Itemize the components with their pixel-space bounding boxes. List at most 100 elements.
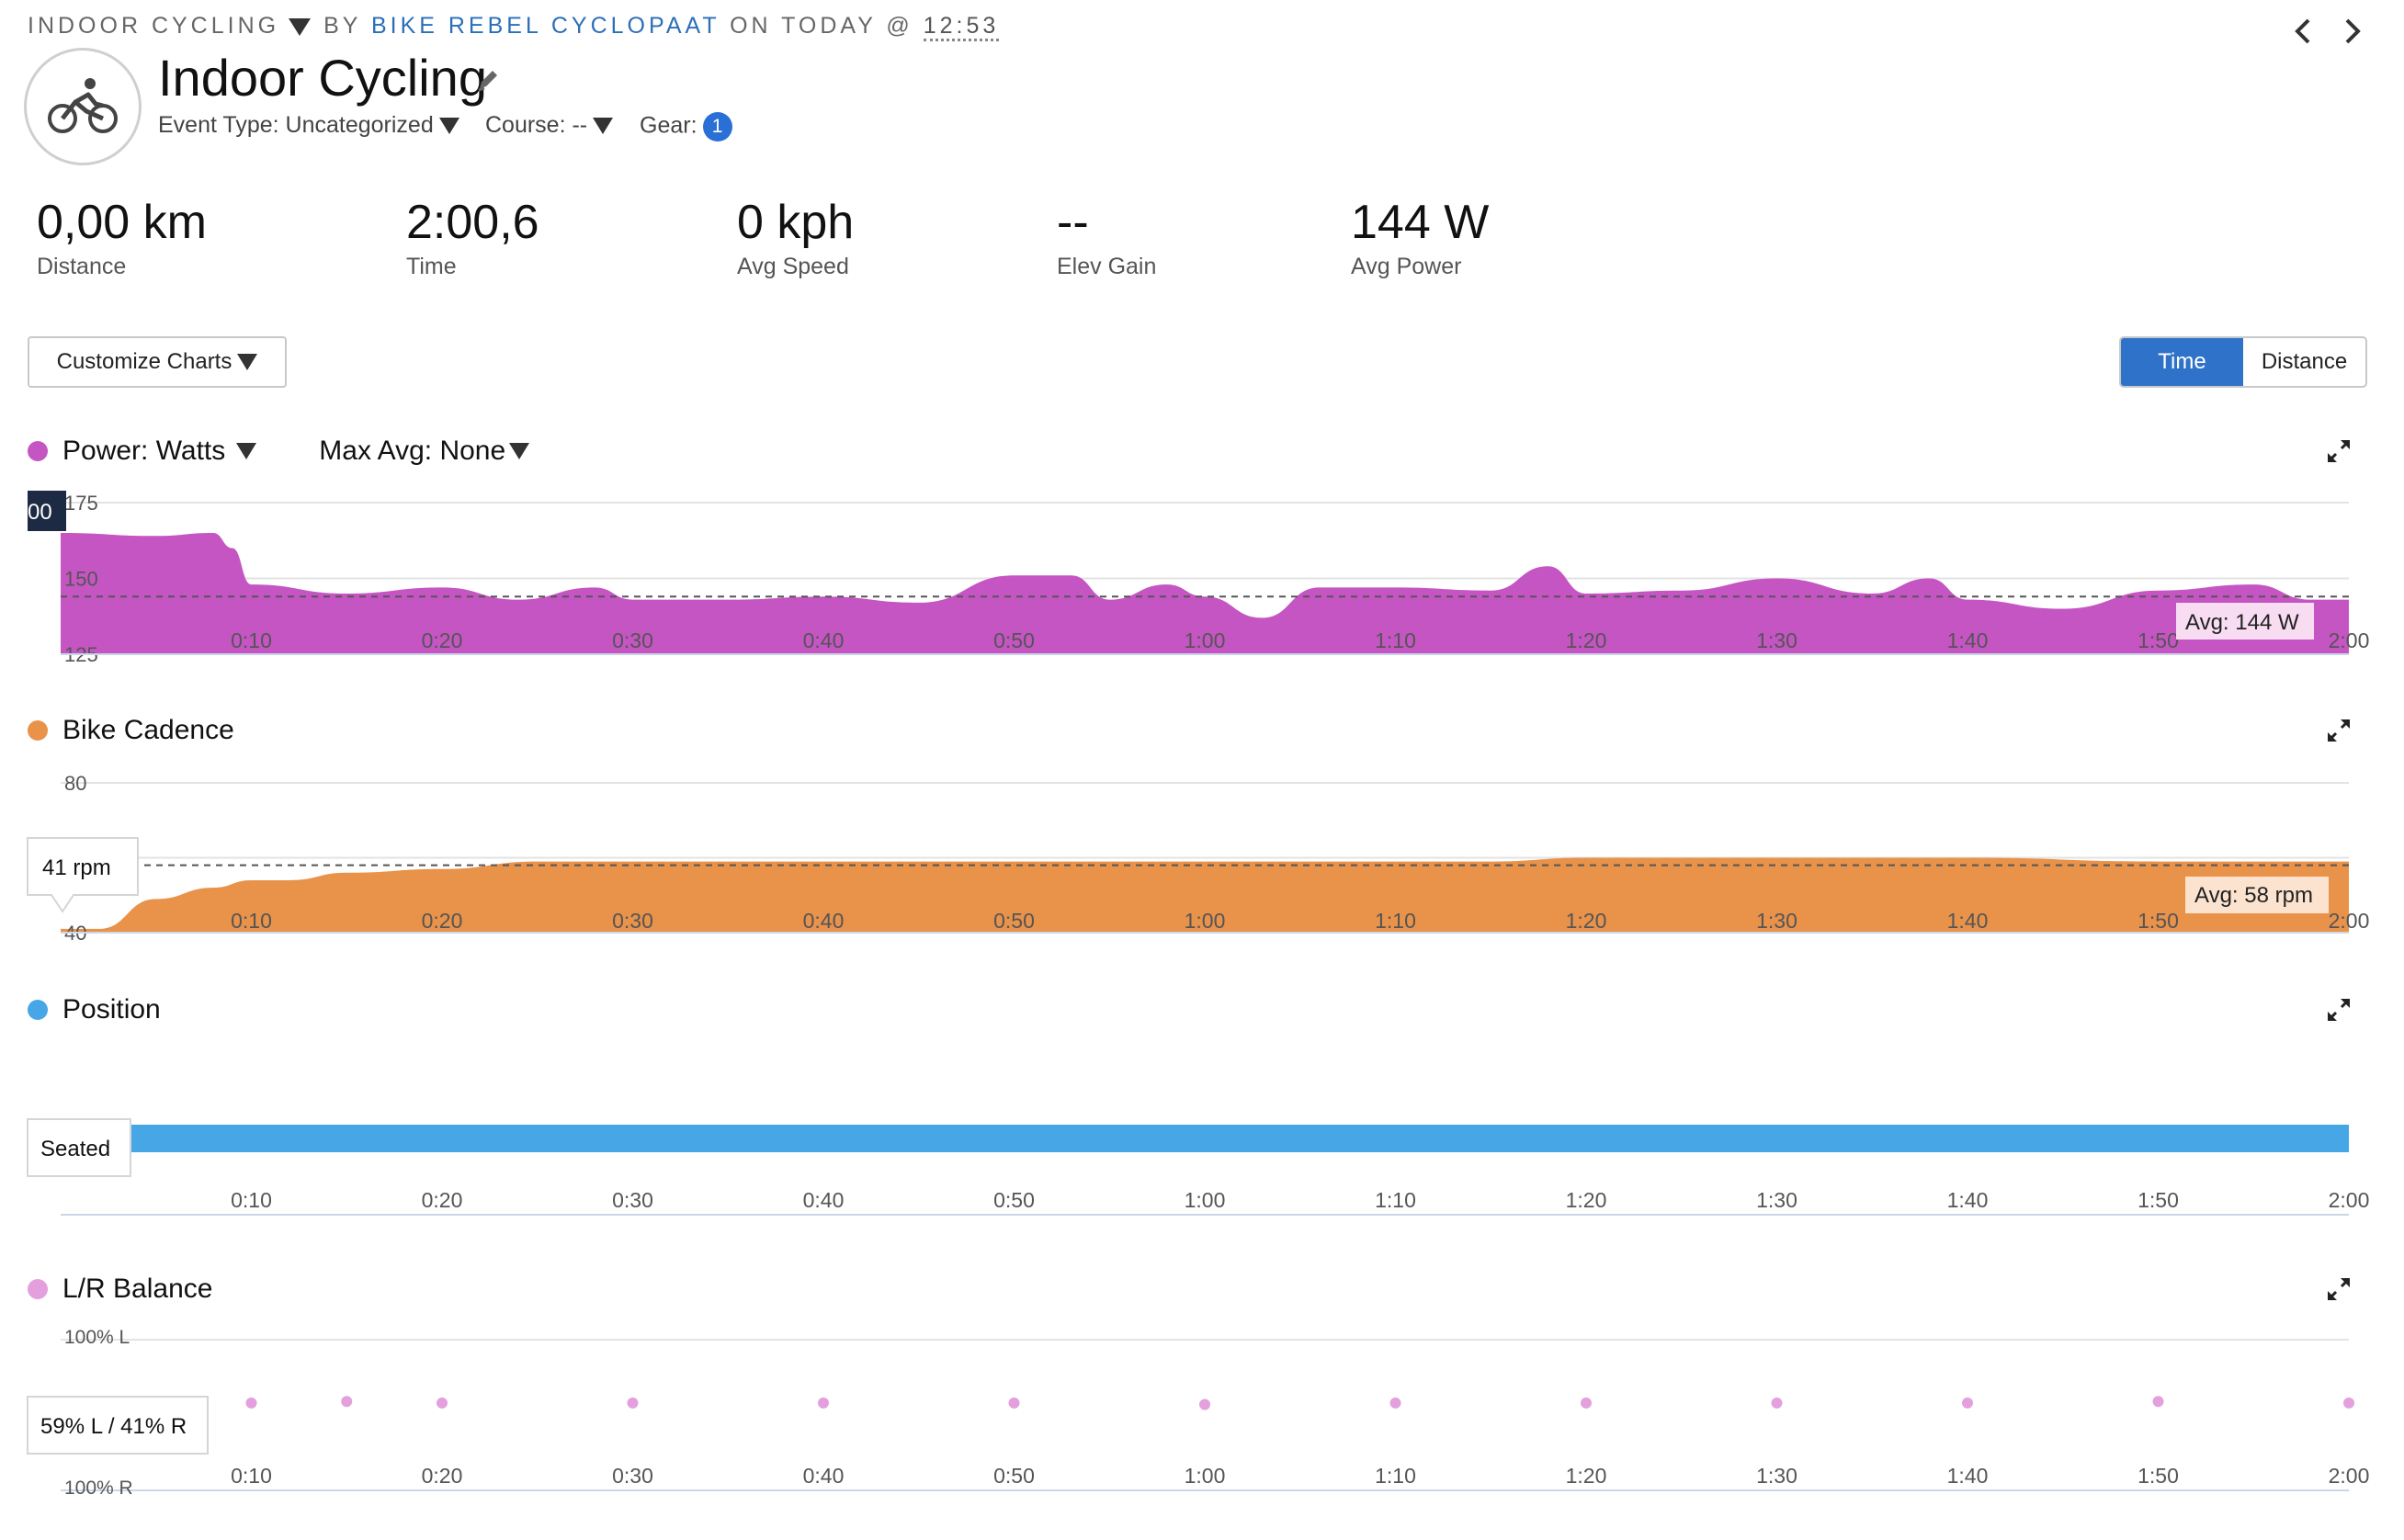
event-type-dropdown-icon[interactable] <box>438 118 459 135</box>
max-avg-selector[interactable]: Max Avg: None <box>319 436 506 466</box>
x-tick-label: 2:00 <box>2329 909 2370 933</box>
power-avg-label-bg <box>2176 603 2314 640</box>
power-chart-header: Power: Watts Max Avg: None <box>28 436 530 467</box>
x-tick-label: 1:20 <box>1566 1464 1607 1488</box>
balance-tooltip-box <box>27 1396 209 1455</box>
balance-tooltip: 59% L / 41% R <box>40 1414 187 1439</box>
stat-elev-gain: -- Elev Gain <box>1057 195 1156 280</box>
course-selector[interactable]: Course: -- <box>485 112 614 139</box>
cadence-avg-label-bg <box>2185 877 2329 913</box>
expand-position-chart-icon[interactable] <box>2325 996 2353 1028</box>
gear-count-badge[interactable]: 1 <box>702 112 732 142</box>
x-tick-label: 1:20 <box>1566 909 1607 933</box>
stat-value: 2:00,6 <box>406 196 539 249</box>
x-tick-label: 0:40 <box>803 1188 845 1212</box>
y-tick-label: 100% L <box>64 1327 130 1348</box>
x-tick-label: 1:30 <box>1756 628 1797 652</box>
x-tick-label: 0:20 <box>422 909 463 933</box>
breadcrumb: INDOOR CYCLING BY BIKE REBEL CYCLOPAAT ON… <box>28 13 1000 41</box>
by-label: BY <box>323 13 361 39</box>
x-tick-label: 0:10 <box>231 1464 272 1488</box>
stat-label: Elev Gain <box>1057 254 1157 279</box>
cadence-tooltip-box <box>27 837 139 913</box>
x-tick-label: 1:20 <box>1566 628 1607 652</box>
customize-charts-label: Customize Charts <box>56 349 232 374</box>
expand-balance-chart-icon[interactable] <box>2325 1275 2353 1308</box>
cadence-chart-header: Bike Cadence <box>28 715 234 746</box>
power-metric-selector[interactable]: Power: Watts <box>62 436 226 466</box>
power-cursor-tag: 00 <box>28 500 52 525</box>
position-chart-header: Position <box>28 994 161 1025</box>
chevron-down-icon <box>237 354 258 370</box>
x-tick-label: 0:30 <box>612 1188 653 1212</box>
power-metric-dropdown-icon[interactable] <box>236 443 257 459</box>
previous-activity-icon[interactable] <box>2292 13 2314 54</box>
x-tick-label: 0:10 <box>231 909 272 933</box>
x-tick-label: 1:10 <box>1375 1188 1416 1212</box>
activity-type: INDOOR CYCLING <box>28 13 280 39</box>
cadence-avg-label: Avg: 58 rpm <box>2194 883 2313 908</box>
activity-title: Indoor Cycling <box>158 49 487 107</box>
max-avg-dropdown-icon[interactable] <box>509 443 530 459</box>
activity-type-avatar <box>24 48 142 165</box>
x-tick-label: 0:50 <box>993 1188 1035 1212</box>
event-type-selector[interactable]: Event Type: Uncategorized <box>158 112 459 139</box>
power-legend-dot <box>28 441 48 461</box>
balance-point <box>1962 1397 1973 1409</box>
x-tick-label: 1:30 <box>1756 1188 1797 1212</box>
x-tick-label: 1:40 <box>1947 628 1989 652</box>
x-tick-label: 1:40 <box>1947 909 1989 933</box>
course-label: Course: -- <box>485 112 588 138</box>
balance-point <box>2343 1397 2354 1409</box>
event-type-label: Event Type: Uncategorized <box>158 112 434 138</box>
stat-value: 0,00 km <box>37 196 207 249</box>
x-tick-label: 1:40 <box>1947 1188 1989 1212</box>
customize-charts-button[interactable]: Customize Charts <box>28 336 287 388</box>
stat-time: 2:00,6 Time <box>406 195 539 280</box>
x-tick-label: 0:30 <box>612 1464 653 1488</box>
x-tick-label: 1:10 <box>1375 1464 1416 1488</box>
x-tick-label: 0:40 <box>803 628 845 652</box>
course-dropdown-icon[interactable] <box>593 118 614 135</box>
x-tick-label: 0:40 <box>803 1464 845 1488</box>
cadence-tooltip: 41 rpm <box>42 855 111 880</box>
balance-chart-title: L/R Balance <box>62 1274 213 1304</box>
balance-chart-header: L/R Balance <box>28 1274 212 1305</box>
x-axis-toggle: Time Distance <box>2119 336 2367 388</box>
x-tick-label: 1:10 <box>1375 909 1416 933</box>
expand-cadence-chart-icon[interactable] <box>2325 717 2353 749</box>
date-label: ON TODAY @ <box>730 13 913 39</box>
stat-avg-power: 144 W Avg Power <box>1351 195 1489 280</box>
balance-point <box>627 1397 639 1409</box>
edit-title-icon[interactable] <box>476 66 500 96</box>
x-tick-label: 0:10 <box>231 1188 272 1212</box>
position-chart-title: Position <box>62 994 161 1025</box>
balance-point <box>1581 1397 1592 1409</box>
toggle-time[interactable]: Time <box>2121 338 2243 386</box>
x-tick-label: 2:00 <box>2329 1464 2370 1488</box>
balance-legend-dot <box>28 1279 48 1299</box>
next-activity-icon[interactable] <box>2342 13 2364 54</box>
position-band <box>61 1125 2349 1152</box>
cadence-chart-title: Bike Cadence <box>62 715 234 745</box>
x-tick-label: 0:10 <box>231 628 272 652</box>
cyclist-icon <box>48 78 118 133</box>
x-tick-label: 0:30 <box>612 628 653 652</box>
toggle-distance[interactable]: Distance <box>2261 349 2348 374</box>
user-link[interactable]: BIKE REBEL CYCLOPAAT <box>370 13 720 39</box>
x-tick-label: 1:30 <box>1756 1464 1797 1488</box>
balance-point <box>1771 1397 1783 1409</box>
gear-info[interactable]: Gear: 1 <box>640 112 732 142</box>
stat-label: Avg Speed <box>737 254 849 279</box>
gear-label: Gear: <box>640 112 697 139</box>
balance-point <box>1199 1398 1210 1410</box>
x-tick-label: 1:40 <box>1947 1464 1989 1488</box>
balance-point <box>437 1397 448 1409</box>
expand-power-chart-icon[interactable] <box>2325 437 2353 470</box>
balance-point <box>2152 1396 2164 1408</box>
activity-type-dropdown-icon[interactable] <box>289 17 312 36</box>
balance-point <box>245 1397 257 1409</box>
activity-time: 12:53 <box>923 13 1000 41</box>
x-tick-label: 0:50 <box>993 909 1035 933</box>
